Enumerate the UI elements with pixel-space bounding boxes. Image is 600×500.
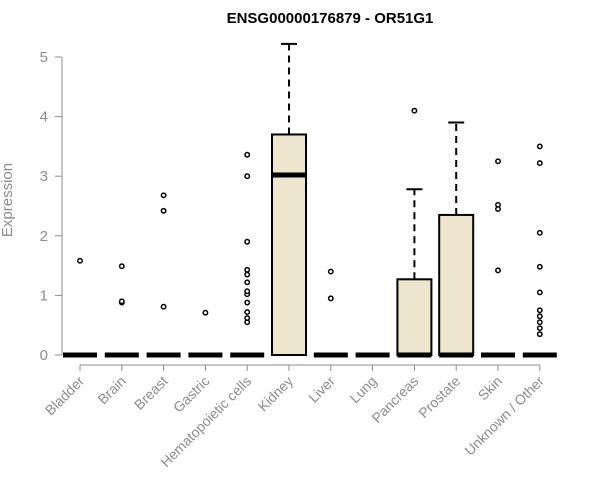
box: [396, 278, 433, 357]
y-axis-label: Expression: [0, 163, 16, 237]
outlier-point: [160, 303, 167, 310]
y-tick-label: 1: [40, 287, 48, 304]
box-group: [438, 121, 475, 358]
boxes-layer: [63, 42, 557, 358]
outlier-point: [495, 158, 501, 165]
outlier-point: [160, 192, 167, 199]
outlier-point: [536, 289, 543, 296]
x-tick-label: Brain: [94, 373, 128, 407]
outlier-point: [244, 309, 251, 316]
box-group: [188, 309, 223, 358]
outlier-point: [118, 263, 125, 270]
chart-title: ENSG00000176879 - OR51G1: [227, 10, 434, 27]
outlier-point: [244, 288, 251, 295]
outlier-point: [536, 143, 543, 150]
outlier-point: [495, 267, 501, 274]
outlier-point: [536, 307, 543, 314]
box-group: [522, 143, 557, 358]
outlier-point: [244, 151, 251, 158]
box-group: [481, 158, 515, 358]
box-group: [230, 151, 265, 358]
box-group: [396, 107, 433, 358]
outlier-point: [244, 266, 251, 273]
box-group: [313, 268, 348, 358]
outlier-point: [536, 331, 543, 338]
outlier-point: [244, 279, 251, 286]
outlier-point: [244, 299, 251, 306]
x-tick-label: Liver: [305, 373, 338, 406]
box-group: [146, 192, 181, 358]
outlier-point: [536, 229, 543, 236]
outlier-point: [536, 325, 543, 332]
x-tick-label: Lung: [346, 373, 379, 406]
outlier-point: [77, 257, 83, 264]
outlier-point: [327, 295, 334, 302]
x-tick-label: Unknown / Other: [461, 373, 547, 459]
y-tick-label: 0: [40, 347, 48, 364]
x-tick-label: Breast: [131, 373, 171, 413]
y-tick-label: 4: [40, 109, 48, 126]
outlier-point: [536, 319, 543, 326]
outlier-point: [327, 268, 334, 275]
x-tick-label: Bladder: [42, 373, 88, 419]
outlier-point: [536, 160, 543, 167]
x-tick-label: Kidney: [255, 373, 297, 415]
box-group: [104, 263, 139, 358]
outlier-point: [160, 207, 167, 214]
y-tick-label: 3: [40, 168, 48, 185]
outlier-point: [536, 313, 543, 320]
outlier-point: [536, 263, 543, 270]
outlier-point: [202, 309, 209, 316]
box: [438, 213, 475, 356]
y-tick-label: 2: [40, 228, 48, 245]
outlier-point: [244, 315, 251, 321]
outlier-point: [411, 107, 418, 114]
outlier-point: [118, 298, 125, 305]
box-group: [271, 42, 307, 356]
outlier-point: [244, 238, 251, 245]
x-tick-label: Prostate: [415, 373, 463, 421]
box: [271, 133, 307, 356]
outlier-point: [244, 271, 251, 278]
box-group: [63, 257, 97, 358]
y-axis: 0 1 2 3 4 5: [40, 49, 63, 364]
x-tick-label: Skin: [475, 373, 506, 404]
y-tick-label: 5: [40, 49, 48, 66]
outlier-point: [495, 201, 501, 208]
outlier-point: [244, 173, 251, 180]
